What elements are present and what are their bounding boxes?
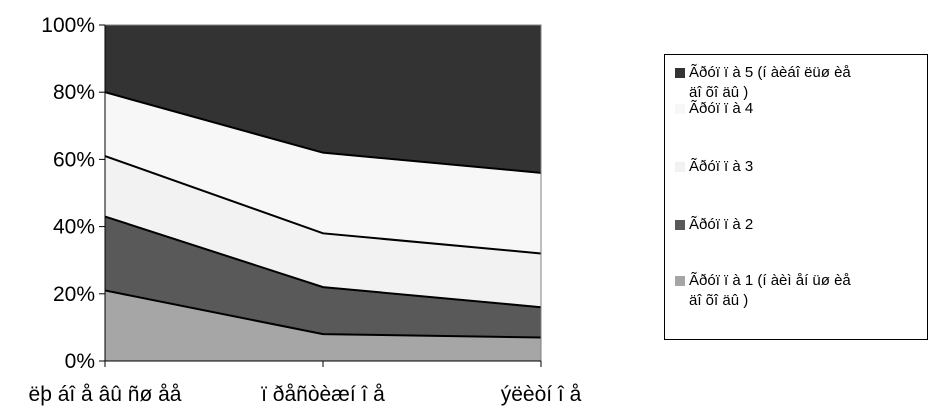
y-axis: 0% 20% 40% 60% 80% 100% bbox=[41, 14, 106, 373]
y-tick-label: 60% bbox=[53, 148, 95, 171]
series-line-2 bbox=[104, 215, 542, 309]
area-series-1 bbox=[105, 290, 541, 361]
area-series-3 bbox=[105, 156, 541, 308]
legend-swatch bbox=[675, 104, 685, 114]
series-line-1 bbox=[104, 289, 542, 339]
series-line-3 bbox=[104, 155, 542, 255]
x-category-label: ï ðåñòèæí î å bbox=[261, 383, 385, 406]
y-tick-label: 100% bbox=[41, 14, 95, 37]
area-series-group bbox=[105, 25, 541, 361]
legend-label: Ãðóï ï à 3 bbox=[689, 158, 754, 175]
y-tick-label: 0% bbox=[65, 350, 95, 373]
legend-swatch bbox=[675, 220, 685, 230]
y-tick-label: 80% bbox=[53, 81, 95, 104]
area-series-2 bbox=[105, 216, 541, 338]
series-boundary-lines bbox=[104, 91, 542, 339]
legend-label: Ãðóï ï à 1 (í àèì åí üø èå äî õî äû ) bbox=[689, 272, 851, 309]
y-tick-label: 40% bbox=[53, 216, 95, 239]
area-series-4 bbox=[105, 92, 541, 254]
legend-label: Ãðóï ï à 5 (í àèáî ëüø èå äî õî äû ) bbox=[689, 64, 851, 101]
legend-swatch bbox=[675, 276, 685, 286]
series-line-4 bbox=[104, 91, 542, 174]
stacked-area-chart: 0% 20% 40% 60% 80% 100% ëþ áî å âû ñø åå ï ðåñ… bbox=[29, 14, 582, 406]
legend: Ãðóï ï à 5 (í àèáî ëüø èå äî õî äû ) Ãðóï… bbox=[664, 54, 928, 340]
legend-swatch bbox=[675, 68, 685, 78]
legend-swatch bbox=[675, 162, 685, 172]
x-category-label: ýëèòí î å bbox=[501, 383, 582, 406]
area-series-5 bbox=[105, 25, 541, 173]
x-axis: ëþ áî å âû ñø åå ï ðåñòèæí î å ýëèòí î å bbox=[29, 360, 582, 406]
y-tick-label: 20% bbox=[53, 283, 95, 306]
x-category-label: ëþ áî å âû ñø åå bbox=[29, 383, 182, 406]
legend-label: Ãðóï ï à 2 bbox=[689, 216, 754, 233]
legend-label: Ãðóï ï à 4 bbox=[689, 100, 754, 117]
